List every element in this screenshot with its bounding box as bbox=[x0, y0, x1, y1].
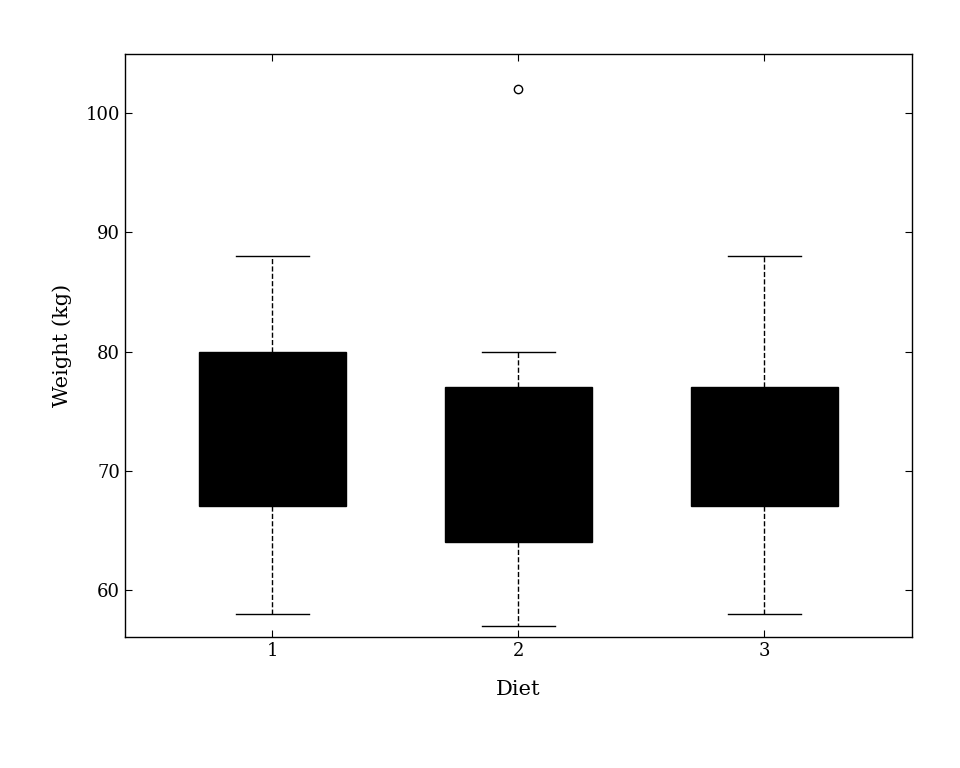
X-axis label: Diet: Diet bbox=[496, 680, 540, 699]
Y-axis label: Weight (kg): Weight (kg) bbox=[52, 284, 72, 407]
PathPatch shape bbox=[199, 352, 347, 506]
PathPatch shape bbox=[690, 387, 838, 506]
PathPatch shape bbox=[444, 387, 592, 542]
